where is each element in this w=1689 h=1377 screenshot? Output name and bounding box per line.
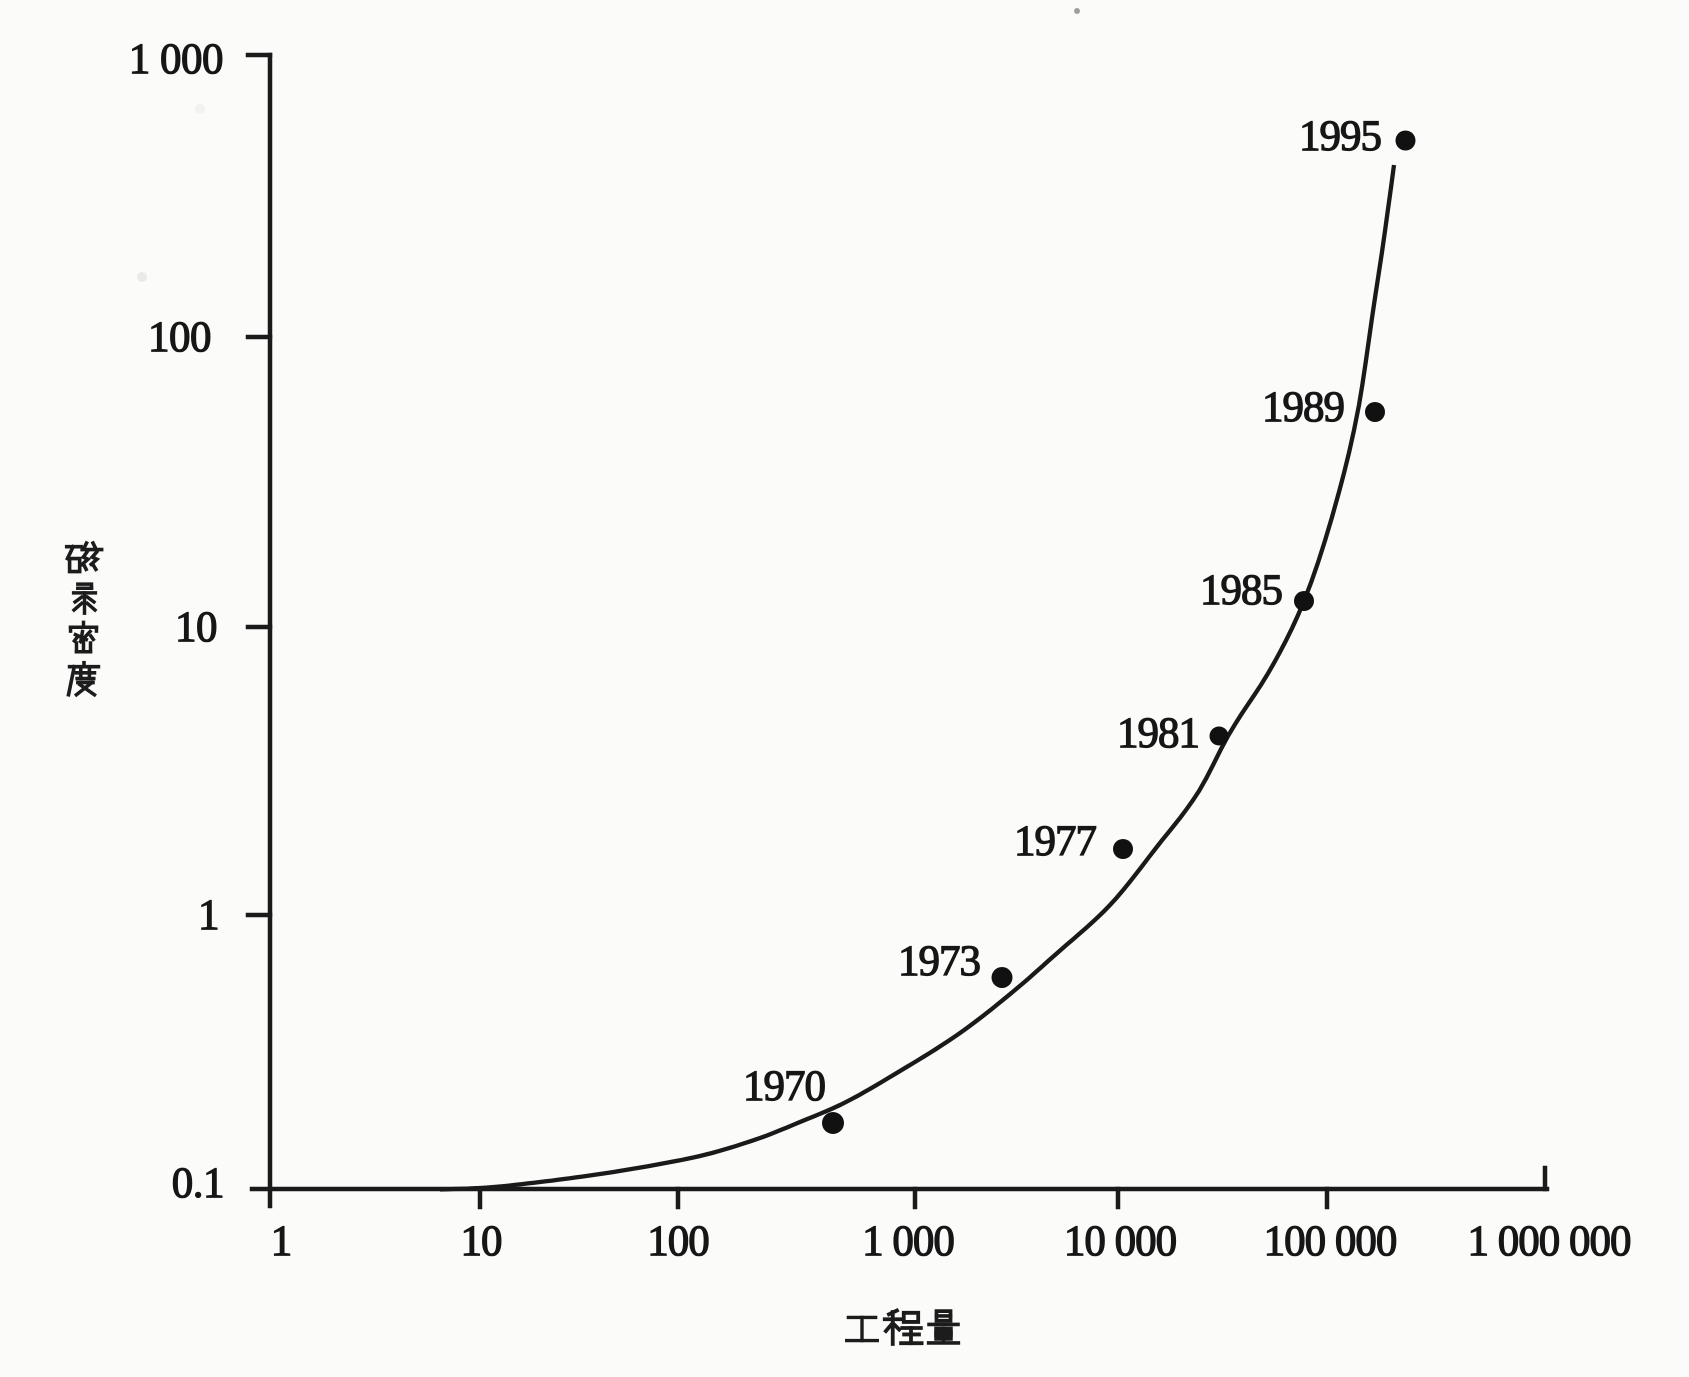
svg-text:100: 100 [148, 314, 211, 361]
svg-text:1977: 1977 [1014, 818, 1097, 865]
svg-text:10: 10 [175, 604, 217, 651]
svg-text:1985: 1985 [1200, 567, 1282, 614]
svg-text:1989: 1989 [1262, 384, 1344, 431]
svg-text:10: 10 [461, 1218, 502, 1265]
svg-text:100: 100 [647, 1218, 709, 1265]
svg-text:1995: 1995 [1299, 113, 1381, 160]
svg-text:1 000: 1 000 [129, 36, 223, 83]
svg-text:1970: 1970 [743, 1063, 825, 1110]
svg-text:100 000: 100 000 [1264, 1218, 1397, 1265]
svg-text:1 000 000: 1 000 000 [1468, 1218, 1631, 1265]
svg-text:1: 1 [271, 1218, 292, 1265]
svg-text:1973: 1973 [898, 938, 980, 985]
svg-text:1: 1 [198, 892, 219, 939]
svg-text:10 000: 10 000 [1064, 1218, 1176, 1265]
svg-text:1 000: 1 000 [862, 1218, 954, 1265]
svg-text:0.1: 0.1 [172, 1160, 224, 1207]
svg-text:1981: 1981 [1117, 710, 1199, 757]
